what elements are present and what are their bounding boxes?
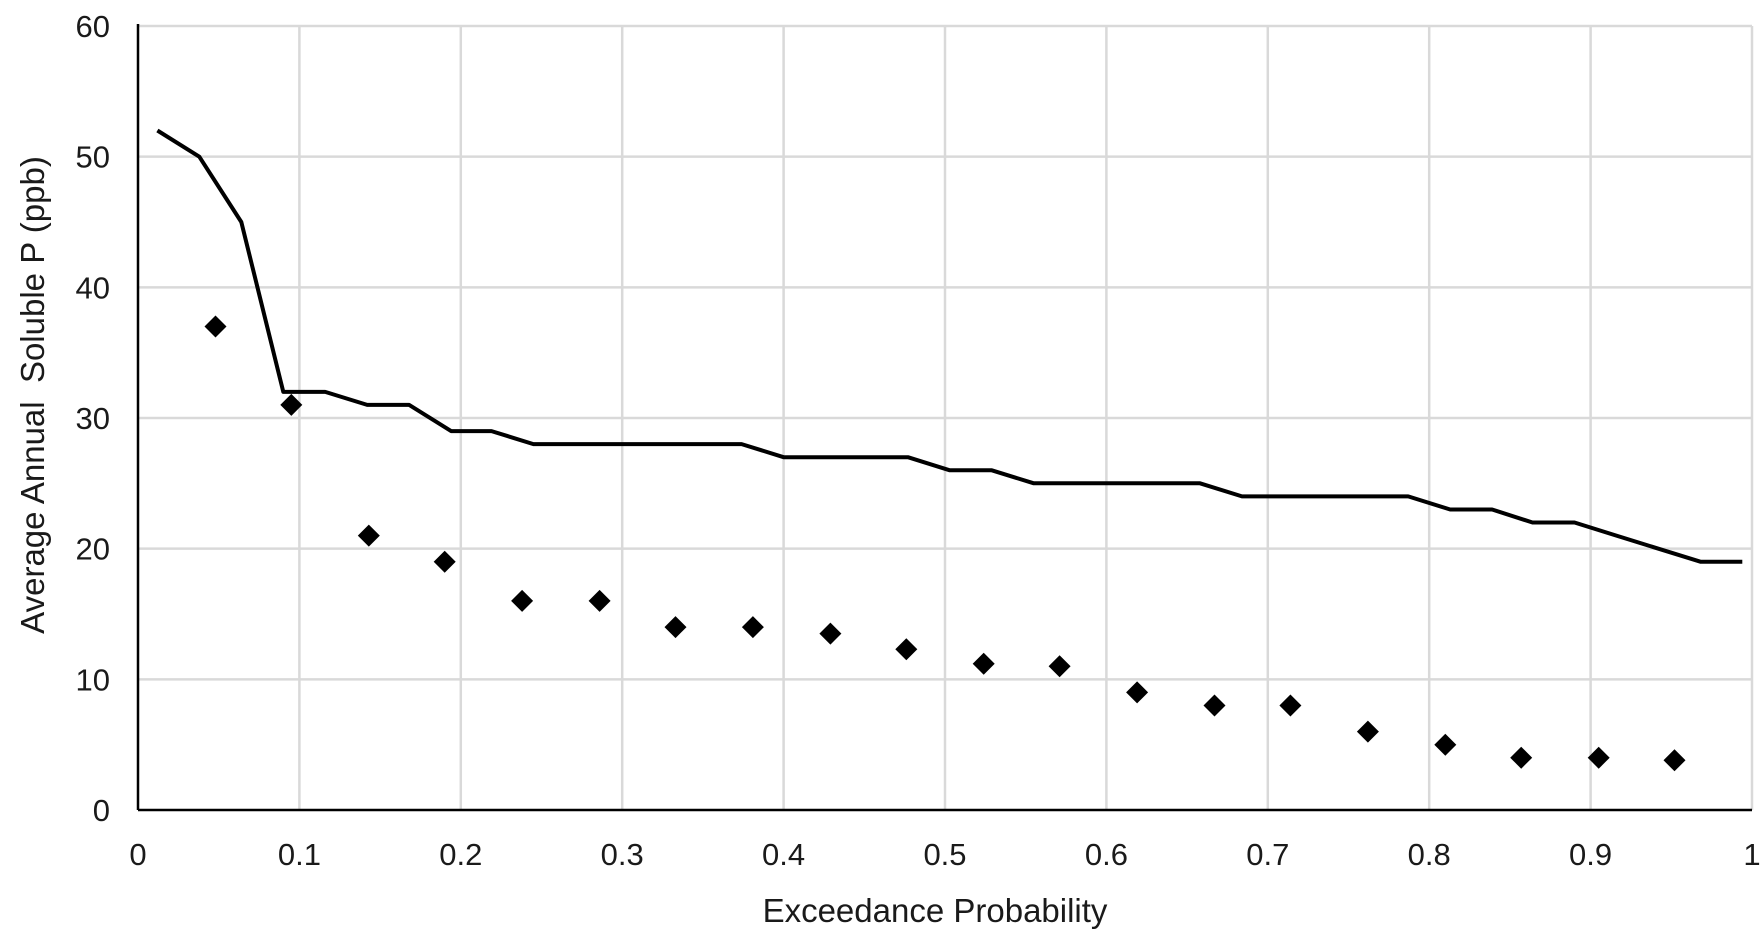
data-point-marker	[204, 315, 227, 338]
data-point-marker	[1510, 746, 1533, 769]
y-tick-label: 10	[76, 662, 110, 697]
data-point-marker	[1279, 694, 1302, 717]
grid	[138, 24, 1754, 810]
y-tick-label: 50	[76, 140, 110, 175]
data-point-marker	[1587, 746, 1610, 769]
axes	[136, 24, 1752, 812]
data-point-marker	[511, 589, 534, 612]
data-point-marker	[433, 550, 456, 573]
x-tick-label: 0.6	[1085, 837, 1128, 872]
data-point-marker	[1126, 681, 1149, 704]
data-point-marker	[819, 622, 842, 645]
x-tick-label: 0.8	[1408, 837, 1451, 872]
data-point-marker	[1356, 720, 1379, 743]
x-tick-label: 0.5	[923, 837, 966, 872]
data-point-marker	[1048, 655, 1071, 678]
x-tick-label: 0.2	[439, 837, 482, 872]
y-tick-labels: 0 10 20 30 40 50 60	[76, 9, 110, 828]
y-tick-label: 0	[93, 793, 110, 828]
y-axis-title: Average Annual Soluble P (ppb)	[14, 156, 51, 634]
data-point-marker	[741, 616, 764, 639]
data-point-marker	[588, 589, 611, 612]
data-point-marker	[664, 616, 687, 639]
x-tick-labels: 0 0.1 0.2 0.3 0.4 0.5 0.6 0.7 0.8 0.9 1	[129, 837, 1760, 872]
series-line	[156, 128, 1743, 564]
x-tick-label: 0.4	[762, 837, 805, 872]
x-tick-label: 0	[129, 837, 146, 872]
data-point-marker	[1663, 749, 1686, 772]
y-tick-label: 40	[76, 270, 110, 305]
x-tick-label: 0.7	[1246, 837, 1289, 872]
data-point-marker	[280, 393, 303, 416]
y-tick-label: 60	[76, 9, 110, 44]
x-tick-label: 0.1	[278, 837, 321, 872]
x-tick-label: 1	[1743, 837, 1760, 872]
data-point-marker	[972, 652, 995, 675]
data-point-marker	[895, 638, 918, 661]
data-point-marker	[1434, 733, 1457, 756]
data-point-marker	[357, 524, 380, 547]
x-axis-title: Exceedance Probability	[763, 892, 1108, 929]
y-tick-label: 20	[76, 532, 110, 567]
x-tick-label: 0.9	[1569, 837, 1612, 872]
y-tick-label: 30	[76, 401, 110, 436]
x-tick-label: 0.3	[601, 837, 644, 872]
series-group	[156, 128, 1743, 772]
data-point-marker	[1203, 694, 1226, 717]
